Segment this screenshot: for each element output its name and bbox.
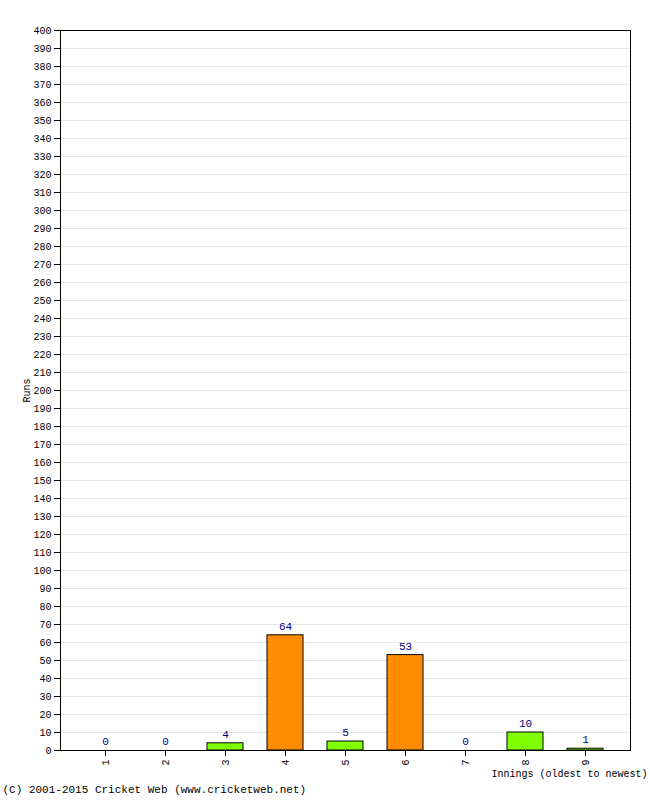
svg-text:Runs: Runs [22, 378, 33, 402]
svg-text:350: 350 [33, 116, 51, 127]
svg-text:220: 220 [33, 350, 51, 361]
svg-text:230: 230 [33, 332, 51, 343]
svg-text:210: 210 [33, 368, 51, 379]
svg-text:260: 260 [33, 278, 51, 289]
svg-text:53: 53 [399, 641, 412, 653]
svg-text:(C) 2001-2015 Cricket Web (www: (C) 2001-2015 Cricket Web (www.cricketwe… [3, 784, 307, 796]
svg-text:400: 400 [33, 26, 51, 37]
svg-text:5: 5 [342, 727, 349, 739]
svg-text:80: 80 [39, 602, 51, 613]
svg-text:280: 280 [33, 242, 51, 253]
svg-text:70: 70 [39, 620, 51, 631]
svg-text:30: 30 [39, 692, 51, 703]
svg-text:100: 100 [33, 566, 51, 577]
svg-text:0: 0 [102, 736, 109, 748]
svg-text:0: 0 [162, 736, 169, 748]
svg-text:5: 5 [341, 760, 352, 766]
svg-text:160: 160 [33, 458, 51, 469]
svg-text:170: 170 [33, 440, 51, 451]
svg-text:180: 180 [33, 422, 51, 433]
svg-text:240: 240 [33, 314, 51, 325]
svg-text:0: 0 [462, 736, 469, 748]
svg-text:290: 290 [33, 224, 51, 235]
svg-text:9: 9 [581, 760, 592, 766]
svg-text:1: 1 [582, 734, 589, 746]
svg-text:7: 7 [461, 760, 472, 766]
svg-text:340: 340 [33, 134, 51, 145]
svg-text:4: 4 [281, 760, 292, 766]
svg-text:320: 320 [33, 170, 51, 181]
svg-text:130: 130 [33, 512, 51, 523]
svg-text:10: 10 [39, 728, 51, 739]
svg-text:6: 6 [401, 760, 412, 766]
svg-text:120: 120 [33, 530, 51, 541]
svg-text:1: 1 [101, 760, 112, 766]
svg-text:8: 8 [521, 760, 532, 766]
svg-text:110: 110 [33, 548, 51, 559]
svg-text:360: 360 [33, 98, 51, 109]
svg-text:0: 0 [45, 746, 51, 757]
svg-text:20: 20 [39, 710, 51, 721]
svg-text:2: 2 [161, 760, 172, 766]
svg-text:4: 4 [222, 729, 229, 741]
svg-text:Innings (oldest to newest): Innings (oldest to newest) [491, 769, 647, 780]
svg-text:300: 300 [33, 206, 51, 217]
svg-text:90: 90 [39, 584, 51, 595]
svg-text:50: 50 [39, 656, 51, 667]
svg-text:380: 380 [33, 62, 51, 73]
svg-text:270: 270 [33, 260, 51, 271]
svg-text:64: 64 [279, 621, 293, 633]
svg-text:310: 310 [33, 188, 51, 199]
svg-text:330: 330 [33, 152, 51, 163]
svg-text:3: 3 [221, 760, 232, 766]
svg-text:200: 200 [33, 386, 51, 397]
svg-text:10: 10 [519, 718, 532, 730]
svg-text:40: 40 [39, 674, 51, 685]
svg-text:60: 60 [39, 638, 51, 649]
svg-text:190: 190 [33, 404, 51, 415]
svg-text:250: 250 [33, 296, 51, 307]
svg-text:140: 140 [33, 494, 51, 505]
svg-text:390: 390 [33, 44, 51, 55]
svg-text:150: 150 [33, 476, 51, 487]
svg-text:370: 370 [33, 80, 51, 91]
